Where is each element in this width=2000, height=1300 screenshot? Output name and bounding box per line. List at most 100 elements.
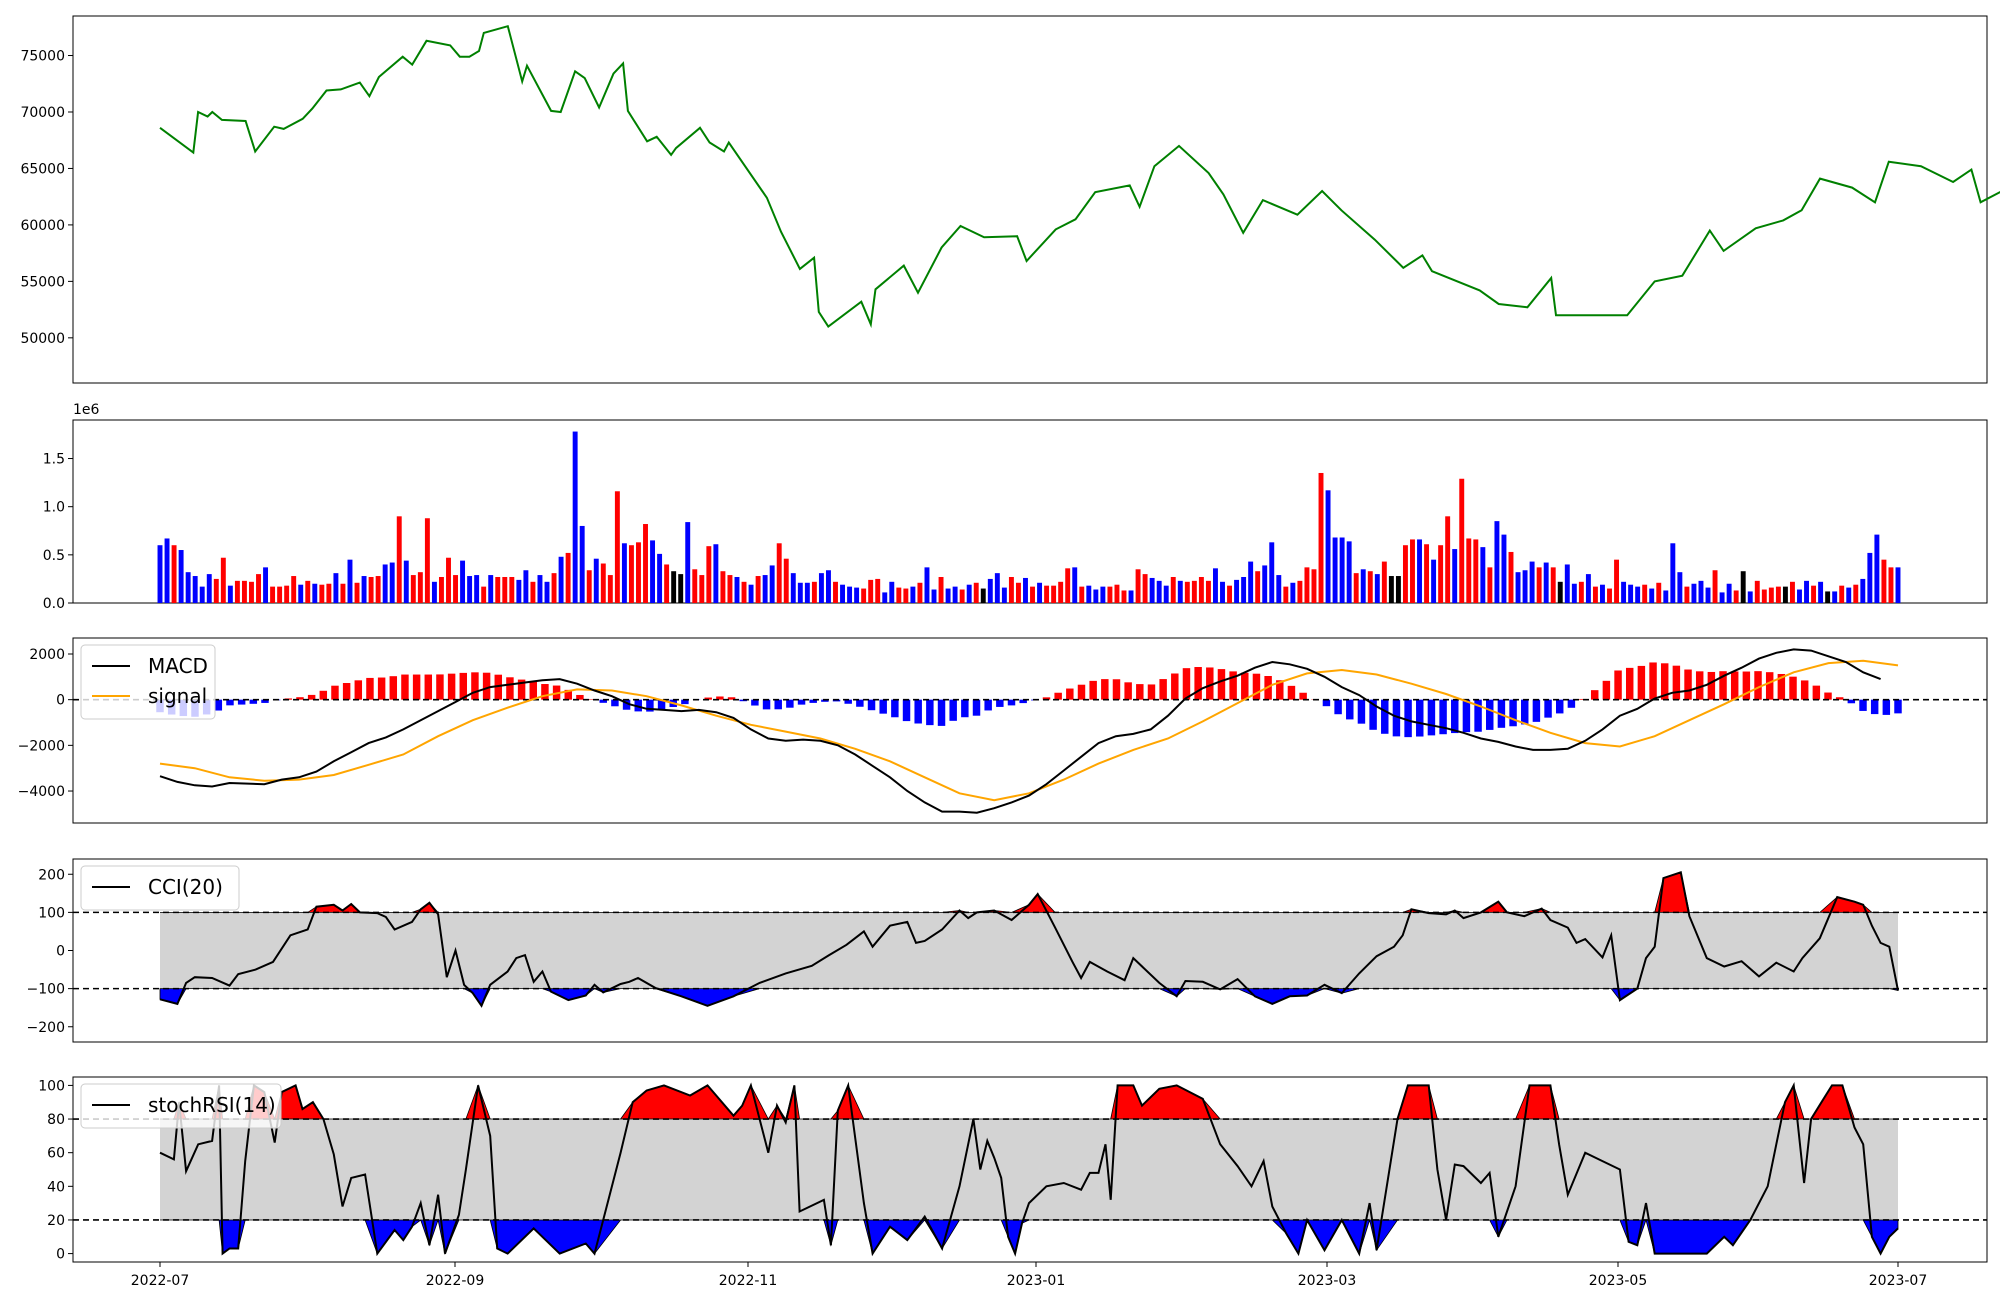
macd-histogram-bar bbox=[506, 677, 514, 700]
volume-bar bbox=[1607, 588, 1612, 603]
macd-histogram-bar bbox=[774, 699, 782, 710]
macd-histogram-bar bbox=[1159, 679, 1167, 700]
volume-bar bbox=[896, 587, 902, 603]
volume-bar bbox=[1177, 580, 1183, 603]
macd-histogram-bar bbox=[1357, 699, 1366, 724]
volume-bar bbox=[1431, 559, 1437, 603]
macd-histogram-bar bbox=[1077, 684, 1086, 700]
volume-bar bbox=[1621, 581, 1627, 603]
volume-bar bbox=[1234, 579, 1240, 603]
macd-histogram-bar bbox=[1241, 672, 1249, 700]
signal-line bbox=[159, 659, 1899, 802]
stochrsi-14-line bbox=[159, 1081, 1899, 1257]
volume-bar bbox=[572, 431, 578, 603]
macd-histogram-bar bbox=[1171, 673, 1179, 700]
legend-label: CCI(20) bbox=[148, 875, 223, 899]
macd-frame bbox=[72, 637, 1988, 824]
volume-bar bbox=[199, 586, 205, 603]
macd-histogram-bar bbox=[436, 674, 444, 700]
macd-histogram-bar bbox=[1322, 699, 1331, 707]
volume-bar bbox=[340, 583, 346, 603]
x-tick-label: 2023-05 bbox=[1589, 1273, 1648, 1289]
volume-bar bbox=[1058, 581, 1064, 603]
volume-bar bbox=[1184, 581, 1190, 603]
macd-histogram-bar bbox=[1707, 671, 1716, 700]
volume-bar bbox=[164, 538, 170, 603]
macd-histogram-bar bbox=[786, 699, 794, 708]
volume-bar bbox=[811, 581, 817, 603]
macd-histogram-bar bbox=[447, 673, 456, 700]
volume-bar bbox=[1571, 583, 1577, 603]
macd-histogram-bar bbox=[331, 685, 339, 700]
macd-histogram-bar bbox=[1602, 680, 1611, 700]
macd-histogram-bar bbox=[529, 681, 537, 700]
volume-bar bbox=[1522, 570, 1528, 603]
volume-bar bbox=[544, 581, 550, 603]
volume-bar bbox=[657, 553, 663, 603]
volume-bar bbox=[1888, 567, 1894, 603]
y-tick-label: 0.5 bbox=[43, 548, 65, 564]
volume-bar bbox=[1789, 581, 1795, 603]
macd-histogram-bar bbox=[471, 672, 479, 700]
volume-bar bbox=[713, 544, 719, 603]
volume-bar bbox=[1564, 564, 1570, 603]
macd-histogram-bar bbox=[996, 699, 1004, 707]
volume-bar bbox=[178, 550, 184, 603]
macd-histogram-bar bbox=[1147, 684, 1156, 700]
volume-bar bbox=[1656, 582, 1662, 603]
volume-bar bbox=[699, 575, 705, 603]
volume-bar bbox=[1775, 586, 1781, 603]
volume-bar bbox=[1804, 580, 1809, 603]
macd-histogram-bar bbox=[657, 699, 666, 710]
volume-bar bbox=[825, 570, 831, 603]
volume-bar bbox=[671, 571, 677, 603]
volume-bar bbox=[1241, 576, 1247, 603]
volume-bar bbox=[1410, 539, 1415, 603]
volume-bar bbox=[910, 586, 916, 603]
volume-bar bbox=[1480, 547, 1486, 603]
volume-bar bbox=[333, 573, 339, 603]
volume-bar bbox=[537, 575, 543, 603]
volume-bar bbox=[1367, 571, 1373, 603]
volume-bar bbox=[1402, 545, 1408, 603]
y-tick-label: 100 bbox=[38, 1078, 65, 1094]
volume-bar bbox=[1170, 576, 1176, 603]
volume-bar bbox=[1550, 567, 1556, 603]
volume-bar bbox=[875, 578, 881, 603]
volume-bar bbox=[769, 565, 775, 603]
volume-bar bbox=[1628, 584, 1634, 603]
volume-bar bbox=[854, 587, 860, 603]
macd-histogram-bar bbox=[1182, 668, 1191, 700]
volume-bar bbox=[516, 579, 522, 603]
volume-bar bbox=[1698, 580, 1704, 603]
macd-line bbox=[159, 648, 1881, 814]
macd-histogram-bar bbox=[1486, 699, 1494, 730]
macd-histogram-bar bbox=[307, 694, 316, 700]
macd-histogram-bar bbox=[366, 677, 374, 700]
volume-bar bbox=[1156, 580, 1162, 603]
volume-bar bbox=[446, 557, 451, 603]
volume-frame bbox=[72, 419, 1988, 604]
macd-histogram-bar bbox=[1509, 699, 1517, 727]
overbought-fill bbox=[160, 1084, 1898, 1121]
x-tick-label: 2023-03 bbox=[1298, 1273, 1357, 1289]
y-tick-label: 0 bbox=[56, 944, 65, 960]
macd-histogram-bar bbox=[1404, 699, 1412, 738]
macd-histogram-bar bbox=[1590, 690, 1599, 700]
volume-bar bbox=[1205, 580, 1211, 603]
volume-bar bbox=[1853, 584, 1859, 603]
volume-bar bbox=[558, 556, 564, 603]
y-tick-label: 60000 bbox=[20, 218, 65, 234]
macd-histogram-bar bbox=[1777, 673, 1786, 700]
macd-histogram-bar bbox=[1416, 699, 1424, 737]
macd-histogram-bar bbox=[1800, 680, 1809, 700]
macd-histogram-bar bbox=[214, 699, 223, 711]
price-panel: 50000 55000 60000 65000 70000 75000 bbox=[20, 15, 2000, 384]
macd-histogram-bar bbox=[401, 674, 409, 700]
macd-histogram-bar bbox=[1066, 688, 1074, 700]
macd-histogram-bar bbox=[1474, 699, 1482, 732]
volume-bar bbox=[593, 558, 599, 603]
volume-bar bbox=[396, 516, 402, 603]
volume-bar bbox=[1670, 543, 1676, 603]
volume-bar bbox=[868, 579, 874, 603]
